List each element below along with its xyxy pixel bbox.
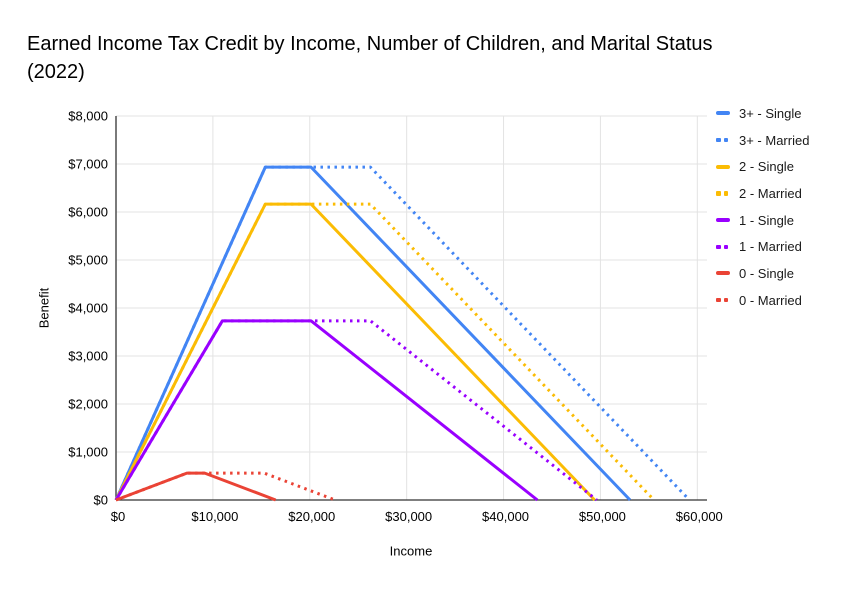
legend-swatch-dotted-line-icon bbox=[716, 137, 730, 143]
series-line-2-married bbox=[114, 202, 656, 502]
y-tick-label: $8,000 bbox=[68, 109, 108, 124]
legend-item-3-single: 3+ - Single bbox=[716, 100, 809, 127]
x-tick-label: $40,000 bbox=[482, 509, 529, 524]
legend-swatch-solid-line-icon bbox=[716, 111, 730, 116]
y-tick-label: $4,000 bbox=[68, 301, 108, 316]
legend-swatch-dotted-line-icon bbox=[716, 191, 730, 196]
y-tick-label: $1,000 bbox=[68, 445, 108, 460]
legend-label: 0 - Married bbox=[739, 292, 802, 308]
y-tick-label: $3,000 bbox=[68, 349, 108, 364]
legend-label: 1 - Single bbox=[739, 212, 794, 228]
legend-swatch-dotted-line-icon bbox=[716, 297, 730, 303]
x-tick-label: $20,000 bbox=[288, 509, 335, 524]
series-line-1-single bbox=[114, 319, 539, 502]
x-tick-label: $50,000 bbox=[579, 509, 626, 524]
y-tick-label: $0 bbox=[94, 493, 108, 508]
y-tick-label: $7,000 bbox=[68, 157, 108, 172]
legend-label: 3+ - Married bbox=[739, 132, 810, 148]
y-axis-title: Benefit bbox=[36, 287, 52, 329]
legend-item-0-single: 0 - Single bbox=[716, 260, 809, 287]
x-tick-label: $10,000 bbox=[191, 509, 238, 524]
legend-item-2-married: 2 - Married bbox=[716, 180, 809, 207]
chart-title: Earned Income Tax Credit by Income, Numb… bbox=[27, 33, 713, 83]
legend: 3+ - Single 3+ - Married 2 - Single 2 - Mar… bbox=[716, 100, 809, 314]
x-tick-label: $0 bbox=[111, 509, 125, 524]
x-tick-label: $60,000 bbox=[676, 509, 723, 524]
legend-swatch-dotted-line-icon bbox=[716, 244, 730, 250]
y-tick-label: $2,000 bbox=[68, 397, 108, 412]
series-line-0-married bbox=[115, 471, 336, 502]
legend-swatch-solid-line-icon bbox=[716, 164, 730, 169]
x-axis-title: Income bbox=[389, 543, 433, 559]
legend-item-3-married: 3+ - Married bbox=[716, 127, 809, 154]
legend-label: 3+ - Single bbox=[739, 105, 802, 121]
series-line-3-married bbox=[114, 165, 691, 502]
series-line-0-single bbox=[115, 471, 277, 502]
legend-item-2-single: 2 - Single bbox=[716, 153, 809, 180]
y-tick-label: $6,000 bbox=[68, 205, 108, 220]
legend-item-1-single: 1 - Single bbox=[716, 207, 809, 234]
legend-swatch-solid-line-icon bbox=[716, 271, 730, 276]
series-line-2-single bbox=[114, 202, 596, 502]
legend-label: 2 - Single bbox=[739, 159, 794, 175]
series-line-1-married bbox=[114, 319, 598, 502]
series-line-3-single bbox=[114, 165, 632, 502]
legend-label: 1 - Married bbox=[739, 239, 802, 255]
x-tick-label: $30,000 bbox=[385, 509, 432, 524]
y-tick-label: $5,000 bbox=[68, 253, 108, 268]
legend-label: 0 - Single bbox=[739, 265, 794, 281]
legend-item-1-married: 1 - Married bbox=[716, 233, 809, 260]
legend-item-0-married: 0 - Married bbox=[716, 287, 809, 314]
legend-label: 2 - Married bbox=[739, 185, 802, 201]
legend-swatch-solid-line-icon bbox=[716, 218, 730, 223]
